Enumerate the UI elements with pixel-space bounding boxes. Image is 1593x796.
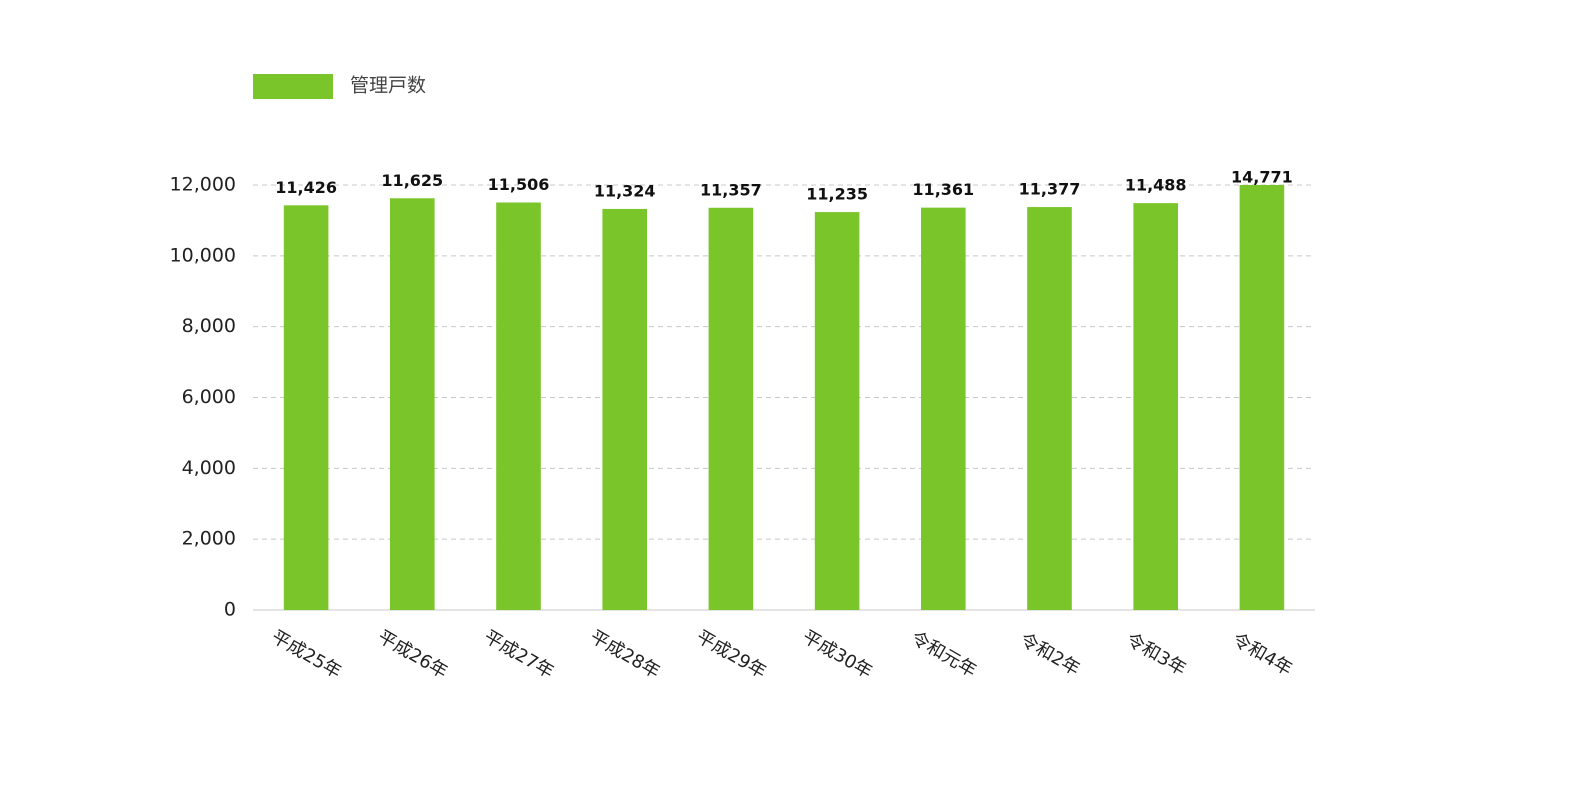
x-tick-label: 令和3年 [1122,629,1189,680]
x-tick-label: 平成30年 [799,626,876,683]
y-tick-label: 12,000 [170,174,236,196]
data-label: 11,625 [381,171,443,190]
x-tick-label: 平成27年 [480,626,557,683]
data-label: 11,324 [594,181,656,200]
bar [1027,207,1072,610]
y-tick-label: 8,000 [182,315,236,337]
data-label: 11,506 [488,175,550,194]
x-tick-label: 令和4年 [1229,629,1296,680]
x-tick-label: 平成28年 [586,626,663,683]
y-tick-label: 6,000 [182,386,236,408]
y-tick-label: 0 [224,599,236,621]
bar [708,207,754,610]
y-tick-label: 2,000 [182,528,236,550]
bar [389,198,435,610]
bar [496,202,541,610]
legend-swatch [253,74,333,99]
data-label: 11,235 [806,185,868,204]
y-tick-label: 10,000 [170,244,236,266]
data-label: 11,361 [912,180,974,199]
bar [602,208,648,610]
x-tick-label: 平成25年 [268,626,345,683]
bar [283,205,329,610]
bar [814,212,860,610]
data-label: 11,357 [700,180,762,199]
data-label: 11,426 [275,178,337,197]
x-tick-label: 平成29年 [693,626,770,683]
bar [920,207,966,610]
bar [1133,203,1179,610]
x-tick-label: 令和元年 [907,627,980,681]
bar [1239,185,1285,610]
legend-label: 管理戸数 [350,75,426,97]
data-label: 14,771 [1231,168,1293,187]
data-label: 11,377 [1019,180,1081,199]
x-tick-label: 平成26年 [374,626,451,683]
x-tick-label: 令和2年 [1016,629,1083,680]
plot-area [283,185,1285,610]
y-tick-label: 4,000 [182,457,236,479]
data-label: 11,488 [1125,176,1187,195]
